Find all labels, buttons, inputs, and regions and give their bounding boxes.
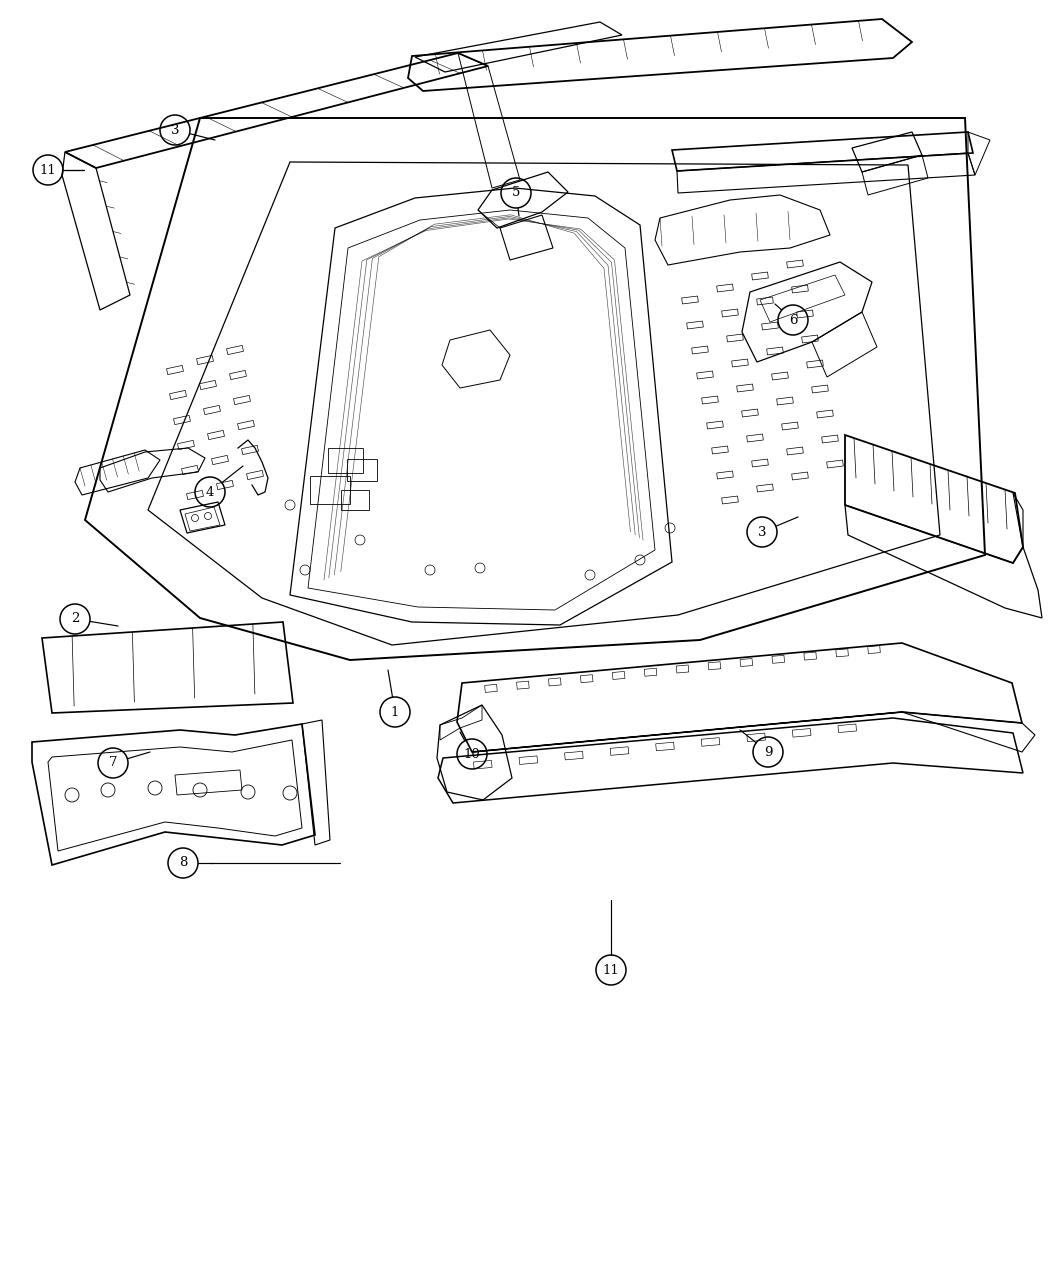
Text: 10: 10 [464, 747, 481, 760]
Text: 8: 8 [178, 857, 187, 870]
Text: 11: 11 [40, 163, 57, 176]
Text: 3: 3 [758, 525, 766, 538]
Text: 2: 2 [70, 612, 79, 626]
Text: 6: 6 [789, 314, 797, 326]
Text: 3: 3 [171, 124, 180, 136]
Text: 11: 11 [603, 964, 620, 977]
Text: 9: 9 [763, 746, 772, 759]
Text: 4: 4 [206, 486, 214, 499]
Text: 7: 7 [109, 756, 118, 770]
Text: 5: 5 [511, 186, 520, 199]
Text: 1: 1 [391, 705, 399, 719]
